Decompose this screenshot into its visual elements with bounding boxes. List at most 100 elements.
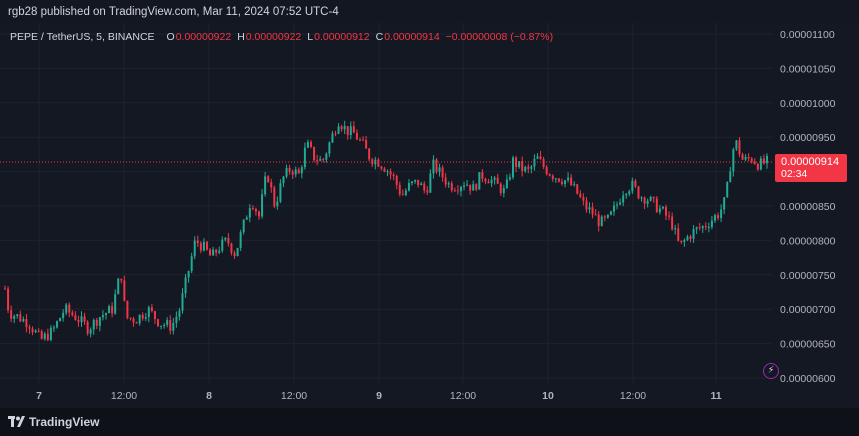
y-tick-label: 0.00000650 — [780, 339, 836, 351]
candle-body — [294, 169, 297, 175]
candle-body — [202, 241, 205, 251]
lightning-icon[interactable]: ⚡ — [763, 363, 779, 379]
candle-body — [551, 175, 554, 180]
candle-body — [723, 197, 726, 210]
candle-body — [665, 206, 668, 216]
candle-body — [490, 179, 493, 184]
y-tick-label: 0.00001050 — [780, 63, 836, 75]
candle-body — [83, 316, 86, 322]
brand-name[interactable]: TradingView — [29, 415, 100, 429]
y-tick-label: 0.00000700 — [780, 304, 836, 316]
candle-body — [123, 280, 126, 301]
candle-body — [258, 211, 260, 217]
candle-body — [386, 171, 389, 173]
candle-body — [661, 206, 664, 209]
y-tick-label: 0.00000800 — [780, 235, 836, 247]
symbol-legend: PEPE / TetherUS, 5, BINANCE O 0.00000922 … — [10, 31, 553, 43]
candle-body — [652, 196, 655, 199]
candle-body — [46, 333, 49, 341]
candle-body — [157, 319, 160, 327]
candle-body — [40, 331, 43, 339]
candle-body — [337, 126, 340, 134]
candle-body — [319, 158, 322, 161]
candle-body — [521, 161, 524, 171]
candle-body — [352, 126, 355, 133]
candle-body — [756, 164, 759, 170]
candle-body — [181, 293, 184, 311]
close-label: C — [375, 31, 384, 43]
candle-body — [655, 198, 658, 213]
candle-body — [98, 317, 101, 326]
candle-body — [426, 190, 429, 193]
candle-body — [71, 312, 74, 316]
chart-area[interactable]: 0.00001100 0.00001050 0.00001000 0.00000950… — [0, 23, 859, 408]
tradingview-logo-icon[interactable] — [8, 416, 26, 428]
candle-body — [619, 202, 622, 205]
low-value: 0.00000912 — [314, 31, 370, 43]
candle-body — [199, 243, 202, 251]
candle-body — [420, 183, 423, 186]
candle-body — [612, 205, 615, 212]
time-axis[interactable]: 7 12:00 8 12:00 9 12:00 10 12:00 11 — [36, 390, 722, 402]
candle-body — [114, 294, 117, 314]
candle-body — [493, 177, 496, 180]
candle-body — [383, 168, 386, 172]
candle-body — [150, 307, 153, 312]
candle-body — [539, 156, 542, 160]
candle-body — [59, 318, 62, 322]
candle-body — [175, 316, 178, 323]
candle-body — [13, 316, 16, 319]
candle-body — [239, 232, 242, 248]
candle-body — [726, 182, 729, 198]
candle-body — [331, 133, 334, 143]
candle-body — [582, 197, 585, 201]
candle-body — [279, 183, 282, 202]
candle-body — [193, 240, 196, 257]
symbol-name[interactable]: PEPE / TetherUS, 5, BINANCE — [10, 31, 155, 43]
candle-body — [153, 311, 156, 320]
candle-body — [322, 158, 325, 160]
price-axis[interactable]: 0.00001100 0.00001050 0.00001000 0.00000950… — [780, 29, 836, 385]
candle-body — [25, 319, 28, 328]
x-tick-label: 8 — [206, 390, 212, 402]
open-label: O — [166, 31, 175, 43]
x-tick-label: 12:00 — [450, 390, 476, 402]
candle-body — [729, 171, 732, 183]
candle-body — [741, 154, 744, 160]
candle-body — [285, 167, 288, 177]
high-label: H — [237, 31, 245, 43]
candle-body — [671, 216, 674, 230]
candle-body — [120, 278, 123, 281]
x-tick-label: 7 — [36, 390, 42, 402]
candle-body — [270, 182, 273, 188]
candle-body — [380, 166, 383, 169]
candle-body — [628, 191, 631, 195]
x-tick-label: 12:00 — [620, 390, 646, 402]
candle-body — [276, 201, 279, 207]
last-price-tag[interactable]: 0.00000914 02:34 — [775, 154, 847, 182]
candle-body — [444, 177, 447, 185]
candle-body — [640, 197, 643, 199]
candle-body — [297, 169, 300, 174]
candle-body — [132, 318, 135, 323]
candle-body — [597, 214, 600, 227]
last-price-value: 0.00000914 — [781, 156, 840, 168]
price-chart[interactable]: 0.00001100 0.00001050 0.00001000 0.00000950… — [0, 23, 859, 408]
x-tick-label: 9 — [376, 390, 382, 402]
candle-body — [395, 175, 398, 185]
candle-body — [227, 237, 230, 244]
candle-body — [129, 317, 132, 319]
candle-body — [680, 240, 683, 243]
candle-body — [591, 207, 594, 215]
candle-body — [600, 216, 603, 227]
candle-body — [512, 157, 514, 178]
candle-body — [463, 185, 466, 187]
candle-body — [398, 184, 401, 195]
candle-body — [160, 325, 163, 327]
candle-body — [432, 159, 435, 174]
candle-body — [411, 181, 414, 184]
candle-body — [649, 196, 652, 201]
x-tick-label: 10 — [542, 390, 554, 402]
bar-countdown: 02:34 — [781, 168, 808, 180]
candle-body — [738, 140, 741, 155]
